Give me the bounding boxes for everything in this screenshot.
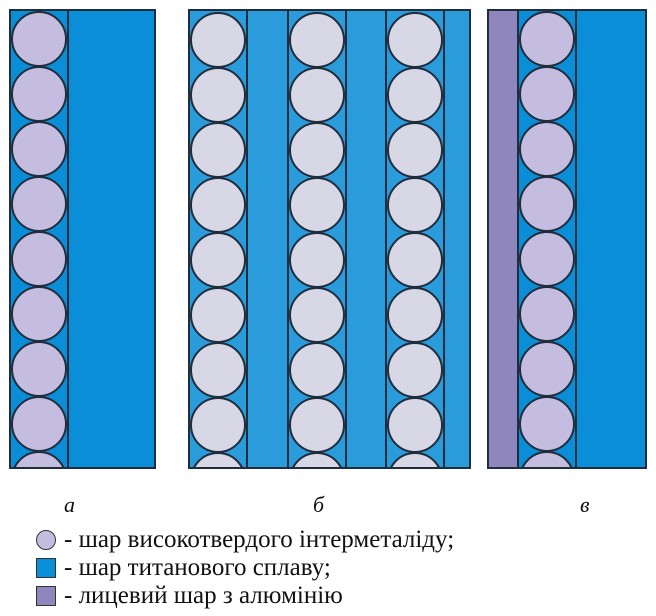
intermetallic-ball xyxy=(387,342,443,398)
intermetallic-ball xyxy=(519,176,575,232)
intermetallic-ball xyxy=(11,396,67,452)
intermetallic-ball xyxy=(387,122,443,178)
blue-square-swatch-icon xyxy=(36,558,56,578)
panel-a xyxy=(9,9,156,469)
intermetallic-ball xyxy=(190,67,246,123)
intermetallic-ball xyxy=(519,11,575,67)
legend-item-intermetallic: - шар високотвердого інтерметаліду; xyxy=(36,526,454,554)
panel-label-b: б xyxy=(313,492,325,517)
intermetallic-ball xyxy=(11,231,67,287)
legend-item-titanium: - шар титанового сплаву; xyxy=(36,554,454,582)
intermetallic-ball xyxy=(387,232,443,288)
intermetallic-ball xyxy=(291,452,343,468)
composite-layers-diagram xyxy=(9,9,647,469)
intermetallic-ball xyxy=(13,451,65,468)
intermetallic-ball xyxy=(289,232,345,288)
intermetallic-ball xyxy=(190,397,246,453)
intermetallic-ball xyxy=(190,12,246,68)
intermetallic-ball xyxy=(519,286,575,342)
intermetallic-ball xyxy=(190,342,246,398)
intermetallic-ball xyxy=(190,122,246,178)
intermetallic-ball xyxy=(289,177,345,233)
intermetallic-ball xyxy=(289,397,345,453)
aluminium-face-layer xyxy=(488,10,518,468)
panel-c xyxy=(487,9,647,469)
intermetallic-ball xyxy=(11,341,67,397)
intermetallic-ball xyxy=(387,177,443,233)
intermetallic-ball xyxy=(11,286,67,342)
intermetallic-ball xyxy=(11,11,67,67)
panel-label-a: а xyxy=(64,492,75,517)
intermetallic-ball xyxy=(11,66,67,122)
intermetallic-ball xyxy=(289,287,345,343)
intermetallic-ball xyxy=(521,451,573,468)
intermetallic-ball xyxy=(11,176,67,232)
intermetallic-ball xyxy=(519,341,575,397)
intermetallic-ball xyxy=(11,121,67,177)
intermetallic-ball xyxy=(190,177,246,233)
intermetallic-ball xyxy=(387,12,443,68)
intermetallic-ball xyxy=(289,342,345,398)
legend-text: - лицевий шар з алюмінію xyxy=(64,582,343,609)
intermetallic-ball xyxy=(519,396,575,452)
panel-frame xyxy=(188,9,471,469)
purple-square-swatch-icon xyxy=(36,586,56,606)
legend-text: - шар титанового сплаву; xyxy=(64,554,331,581)
intermetallic-ball xyxy=(190,287,246,343)
intermetallic-ball xyxy=(519,121,575,177)
intermetallic-ball xyxy=(387,67,443,123)
intermetallic-ball xyxy=(289,12,345,68)
legend: - шар високотвердого інтерметаліду; - ша… xyxy=(36,526,454,610)
intermetallic-ball xyxy=(387,397,443,453)
intermetallic-ball xyxy=(387,287,443,343)
intermetallic-ball xyxy=(389,452,441,468)
legend-text: - шар високотвердого інтерметаліду; xyxy=(64,526,455,553)
intermetallic-ball xyxy=(190,232,246,288)
intermetallic-ball xyxy=(289,67,345,123)
intermetallic-ball xyxy=(192,452,244,468)
panel-label-c: в xyxy=(580,492,590,517)
panel-b xyxy=(188,9,471,469)
intermetallic-ball xyxy=(519,66,575,122)
legend-item-aluminium: - лицевий шар з алюмінію xyxy=(36,582,454,610)
circle-swatch-icon xyxy=(36,530,56,550)
panel-frame xyxy=(487,9,647,469)
intermetallic-ball xyxy=(289,122,345,178)
intermetallic-ball xyxy=(519,231,575,287)
panel-frame xyxy=(9,9,156,469)
